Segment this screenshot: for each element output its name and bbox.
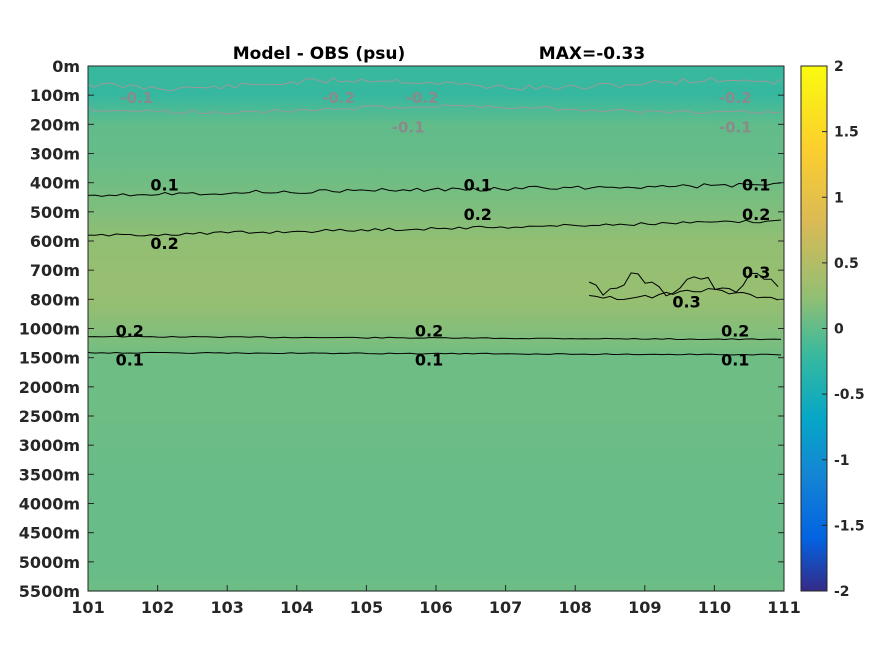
contour-line bbox=[87, 219, 782, 237]
contour-label: -0.2 bbox=[719, 89, 752, 107]
colorbar-tick-label: 1 bbox=[834, 190, 844, 206]
x-tick-label: 103 bbox=[210, 598, 243, 617]
heatmap-band bbox=[88, 211, 784, 242]
contour-line bbox=[87, 104, 782, 115]
colorbar-tick-label: 0.5 bbox=[834, 256, 859, 272]
heatmap-rows bbox=[88, 66, 784, 592]
contour-label: 0.1 bbox=[721, 351, 749, 370]
y-tick-label: 600m bbox=[30, 232, 80, 251]
contour-label: 0.2 bbox=[116, 322, 144, 341]
y-tick-label: 1000m bbox=[19, 320, 80, 339]
y-tick-label: 1500m bbox=[19, 349, 80, 368]
heatmap-band bbox=[88, 241, 784, 271]
contour-label: 0.1 bbox=[464, 176, 492, 195]
y-axis: 0m 100m 200m 300m 400m 500m 600m 700m 800m 1000m 1… bbox=[19, 57, 784, 601]
x-tick-label: 109 bbox=[628, 598, 661, 617]
heatmap-band bbox=[88, 416, 784, 446]
contour-label: -0.1 bbox=[120, 89, 153, 107]
contour-line bbox=[87, 335, 782, 341]
contour-label: 0.1 bbox=[116, 351, 144, 370]
y-tick-label: 400m bbox=[30, 174, 80, 193]
x-axis: 101 102 103 104 105 106 107 108 109 110 111 bbox=[71, 585, 801, 617]
colorbar-tick-label: -1.5 bbox=[834, 518, 865, 534]
contour-label: 0.3 bbox=[742, 263, 770, 282]
heatmap-band bbox=[88, 503, 784, 534]
y-tick-label: 200m bbox=[30, 115, 80, 134]
x-tick-label: 104 bbox=[280, 598, 313, 617]
contour-label: -0.2 bbox=[322, 89, 355, 107]
colorbar-tick-label: -0.5 bbox=[834, 387, 865, 403]
colorbar-tick-label: 2 bbox=[834, 59, 844, 75]
colorbar-tick-label: -1 bbox=[834, 453, 850, 469]
contour-line bbox=[87, 351, 782, 356]
x-tick-label: 108 bbox=[558, 598, 591, 617]
contour-label: 0.2 bbox=[721, 322, 749, 341]
contour-labels: -0.1 -0.2 -0.2 -0.1 -0.2 -0.1 0.1 0.1 0.1 0.2 0.2 0… bbox=[116, 89, 771, 370]
max-label: MAX=-0.33 bbox=[539, 44, 645, 64]
contour-label: 0.1 bbox=[742, 176, 770, 195]
x-tick-label: 111 bbox=[767, 598, 800, 617]
heatmap-band bbox=[88, 182, 784, 213]
contour-label: 0.1 bbox=[415, 351, 443, 370]
heatmap-band bbox=[88, 95, 784, 125]
contour-label: 0.2 bbox=[415, 322, 443, 341]
y-tick-label: 800m bbox=[30, 290, 80, 309]
y-tick-label: 5500m bbox=[19, 582, 80, 601]
heatmap-band bbox=[88, 532, 784, 563]
y-tick-label: 2000m bbox=[19, 378, 80, 397]
heatmap-band bbox=[88, 386, 784, 417]
colorbar-tick-label: -2 bbox=[834, 584, 850, 600]
plot-area: -0.1 -0.2 -0.2 -0.1 -0.2 -0.1 0.1 0.1 0.1 0.2 0.2 0… bbox=[87, 65, 785, 592]
x-tick-label: 110 bbox=[698, 598, 731, 617]
contour-label: -0.1 bbox=[392, 118, 425, 136]
x-tick-label: 101 bbox=[71, 598, 104, 617]
contour-line bbox=[87, 182, 782, 197]
contour-label: 0.2 bbox=[150, 234, 178, 253]
y-tick-label: 300m bbox=[30, 145, 80, 164]
heatmap-band bbox=[88, 66, 784, 96]
y-tick-label: 2500m bbox=[19, 407, 80, 426]
heatmap-band bbox=[88, 153, 784, 184]
y-tick-label: 3500m bbox=[19, 465, 80, 484]
contour-label: 0.2 bbox=[742, 205, 770, 224]
contour-label: 0.2 bbox=[464, 205, 492, 224]
contour-line bbox=[589, 288, 779, 301]
contour-label: -0.2 bbox=[406, 89, 439, 107]
contour-label: -0.1 bbox=[719, 118, 752, 136]
heatmap-band bbox=[88, 124, 784, 155]
y-tick-label: 500m bbox=[30, 203, 80, 222]
contour-label: 0.1 bbox=[150, 176, 178, 195]
x-tick-label: 105 bbox=[350, 598, 383, 617]
chart-title: Model - OBS (psu) bbox=[233, 44, 406, 64]
heatmap-band bbox=[88, 357, 784, 388]
contour-line bbox=[588, 272, 779, 297]
heatmap-band bbox=[88, 445, 784, 475]
x-tick-label: 107 bbox=[489, 598, 522, 617]
colorbar: 2 1.5 1 0.5 0 -0.5 -1 -1.5 -2 bbox=[800, 59, 865, 600]
y-tick-label: 5000m bbox=[19, 553, 80, 572]
y-tick-label: 4000m bbox=[19, 495, 80, 514]
y-tick-label: 3000m bbox=[19, 436, 80, 455]
y-tick-label: 4500m bbox=[19, 524, 80, 543]
heatmap-band bbox=[88, 299, 784, 330]
contour-line bbox=[87, 77, 782, 92]
x-tick-label: 106 bbox=[419, 598, 452, 617]
y-tick-label: 100m bbox=[30, 86, 80, 105]
colorbar-ticks: 2 1.5 1 0.5 0 -0.5 -1 -1.5 -2 bbox=[822, 59, 865, 600]
x-tick-label: 102 bbox=[141, 598, 174, 617]
colorbar-tick-label: 0 bbox=[834, 322, 844, 338]
y-tick-label: 0m bbox=[52, 57, 80, 76]
y-tick-label: 700m bbox=[30, 261, 80, 280]
heatmap-band bbox=[88, 474, 784, 505]
colorbar-tick-label: 1.5 bbox=[834, 125, 859, 141]
contour-label: 0.3 bbox=[672, 292, 700, 311]
contour-lines bbox=[87, 77, 782, 356]
